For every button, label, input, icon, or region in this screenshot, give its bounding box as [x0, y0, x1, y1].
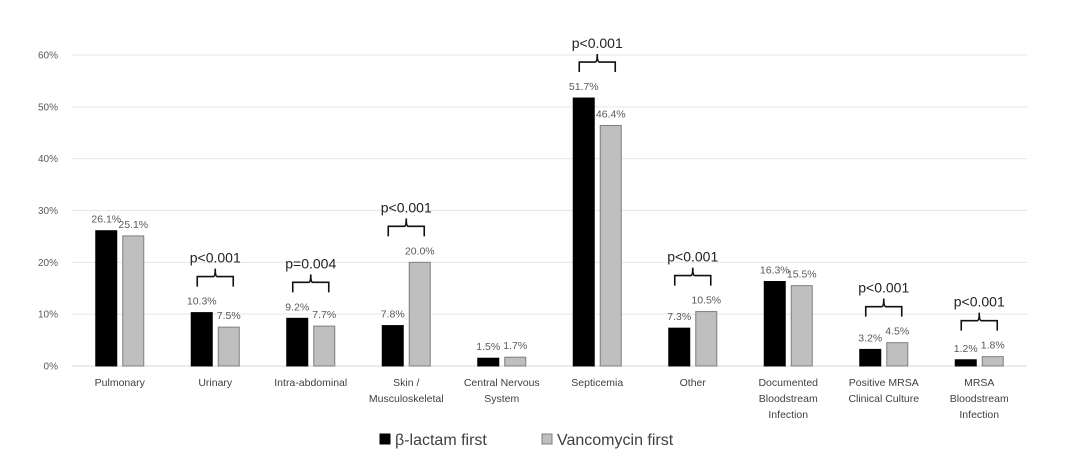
category-label: Skin /	[393, 377, 419, 389]
category-label: Infection	[768, 409, 808, 421]
category-label: Musculoskeletal	[369, 393, 444, 405]
bar-vancomycin	[886, 342, 909, 367]
category-label: Central Nervous	[464, 377, 540, 389]
data-label: 10.3%	[187, 296, 217, 308]
data-label: 4.5%	[885, 326, 909, 338]
data-label: 20.0%	[405, 245, 435, 257]
bar-beta-lactam	[95, 230, 118, 367]
bar-vancomycin	[217, 326, 240, 367]
data-label: 3.2%	[858, 332, 882, 344]
legend-label: Vancomycin first	[557, 432, 674, 449]
y-tick-label: 30%	[38, 206, 58, 217]
p-value-label: p<0.001	[954, 294, 1005, 310]
category-label: System	[484, 393, 519, 405]
bar-vancomycin	[408, 261, 431, 367]
data-label: 25.1%	[118, 219, 148, 231]
significance-bracket	[387, 218, 426, 237]
bar-vancomycin	[599, 124, 622, 367]
bar-vancomycin	[695, 311, 718, 367]
data-label: 1.8%	[981, 340, 1005, 352]
bar-beta-lactam	[763, 281, 786, 367]
y-tick-label: 60%	[38, 51, 58, 62]
data-label: 9.2%	[285, 301, 309, 313]
p-value-label: p<0.001	[381, 199, 432, 215]
category-label: Documented	[758, 377, 818, 389]
data-label: 1.7%	[503, 340, 527, 352]
y-tick-label: 10%	[38, 310, 58, 321]
bar-beta-lactam	[668, 327, 691, 367]
p-value-label: p<0.001	[190, 250, 241, 266]
y-tick-label: 40%	[38, 154, 58, 165]
data-label: 26.1%	[91, 214, 121, 226]
bar-vancomycin	[981, 356, 1004, 367]
category-label: Bloodstream	[759, 393, 818, 405]
p-value-label: p<0.001	[667, 249, 718, 265]
p-value-label: p<0.001	[858, 280, 909, 296]
bar-vancomycin	[504, 356, 527, 367]
category-label: Positive MRSA	[849, 377, 919, 389]
data-label: 1.2%	[954, 343, 978, 355]
category-label: Clinical Culture	[848, 393, 919, 405]
significance-bracket	[578, 54, 617, 73]
significance-bracket	[196, 268, 235, 287]
category-label: Infection	[959, 409, 999, 421]
bar-beta-lactam	[381, 325, 404, 367]
data-label: 7.3%	[667, 311, 691, 323]
data-label: 7.5%	[217, 310, 241, 322]
bar-beta-lactam	[954, 359, 977, 367]
data-label: 15.5%	[787, 269, 817, 281]
bar-vancomycin	[790, 285, 813, 367]
significance-bracket	[673, 267, 712, 286]
data-label: 10.5%	[691, 295, 721, 307]
data-label: 46.4%	[596, 108, 626, 120]
category-label: Pulmonary	[95, 377, 146, 389]
bar-beta-lactam	[572, 97, 595, 367]
bar-beta-lactam	[286, 317, 309, 367]
category-label: Intra-abdominal	[274, 377, 347, 389]
bar-beta-lactam	[859, 348, 882, 367]
category-label: Bloodstream	[950, 393, 1009, 405]
category-label: Other	[680, 377, 707, 389]
legend-label: β-lactam first	[395, 432, 487, 449]
p-value-label: p=0.004	[285, 255, 336, 271]
significance-bracket	[864, 298, 903, 317]
category-label: MRSA	[964, 377, 994, 389]
bar-beta-lactam	[477, 357, 500, 367]
bar-vancomycin	[122, 235, 145, 367]
category-label: Septicemia	[571, 377, 623, 389]
significance-bracket	[291, 274, 330, 293]
data-label: 51.7%	[569, 81, 599, 93]
legend-swatch	[379, 433, 391, 445]
data-label: 7.7%	[312, 309, 336, 321]
data-label: 7.8%	[381, 309, 405, 321]
category-label: Urinary	[198, 377, 233, 389]
bar-vancomycin	[313, 325, 336, 367]
legend-swatch	[541, 433, 553, 445]
data-label: 1.5%	[476, 341, 500, 353]
y-tick-label: 20%	[38, 258, 58, 269]
p-value-label: p<0.001	[572, 35, 623, 51]
y-tick-label: 0%	[44, 362, 59, 373]
bar-beta-lactam	[190, 312, 213, 367]
significance-bracket	[960, 312, 999, 331]
data-label: 16.3%	[760, 265, 790, 277]
y-tick-label: 50%	[38, 102, 58, 113]
